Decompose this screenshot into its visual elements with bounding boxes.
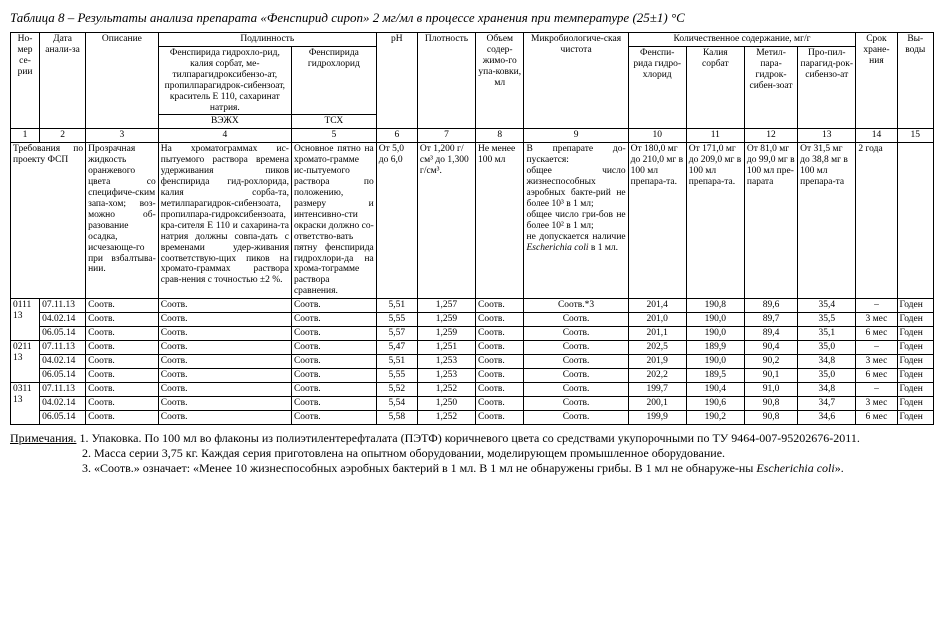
notes-label: Примечания. [10, 431, 76, 445]
col-hplc-desc: Фенспирида гидрохло-рид, калия сорбат, м… [158, 46, 291, 115]
col-conclusion: Вы-воды [897, 33, 933, 129]
col-group-authenticity: Подлинность [158, 33, 376, 47]
col-methyl: Метил-пара-гидрок-сибен-зоат [744, 46, 797, 128]
col-number: 10 [628, 129, 686, 143]
col-number: 6 [376, 129, 417, 143]
data-row: 04.02.14Соотв.Соотв.Соотв.5,541,250Соотв… [11, 396, 934, 410]
col-number: 3 [86, 129, 159, 143]
data-row: 06.05.14Соотв.Соотв.Соотв.5,571,259Соотв… [11, 327, 934, 341]
col-number: 1 [11, 129, 40, 143]
col-propyl: Про-пил-парагид-рок-сибензо-ат [798, 46, 856, 128]
note-1: 1. Упаковка. По 100 мл во флаконы из пол… [79, 431, 859, 445]
data-row: 0111 1307.11.13Соотв.Соотв.Соотв.5,511,2… [11, 299, 934, 313]
col-number: 8 [476, 129, 524, 143]
col-number: 11 [686, 129, 744, 143]
col-hplc: ВЭЖХ [158, 115, 291, 129]
col-number: 2 [40, 129, 86, 143]
note-3: 3. «Соотв.» означает: «Менее 10 жизнеспо… [10, 461, 934, 476]
spec-row: Требования по проекту ФСППрозрачная жидк… [11, 143, 934, 299]
notes: Примечания. 1. Упаковка. По 100 мл во фл… [10, 431, 934, 476]
col-number: 14 [856, 129, 897, 143]
col-number: 15 [897, 129, 933, 143]
col-storage: Срок хране-ния [856, 33, 897, 129]
col-number: 5 [291, 129, 376, 143]
col-number: 9 [524, 129, 628, 143]
col-series-no: Но-мер се-рии [11, 33, 40, 129]
col-microbio: Микробиологиче-ская чистота [524, 33, 628, 129]
data-row: 0311 1307.11.13Соотв.Соотв.Соотв.5,521,2… [11, 382, 934, 396]
col-number: 4 [158, 129, 291, 143]
col-description: Описание [86, 33, 159, 129]
col-fenspiride: Фенспи-рида гидро-хлорид [628, 46, 686, 128]
data-row: 06.05.14Соотв.Соотв.Соотв.5,551,253Соотв… [11, 368, 934, 382]
data-row: 04.02.14Соотв.Соотв.Соотв.5,551,259Соотв… [11, 313, 934, 327]
data-row: 06.05.14Соотв.Соотв.Соотв.5,581,252Соотв… [11, 410, 934, 424]
col-ph: рН [376, 33, 417, 129]
col-number: 7 [417, 129, 475, 143]
col-number: 12 [744, 129, 797, 143]
table-title: Таблица 8 – Результаты анализа препарата… [10, 10, 934, 26]
col-number: 13 [798, 129, 856, 143]
data-row: 04.02.14Соотв.Соотв.Соотв.5,511,253Соотв… [11, 354, 934, 368]
col-sorbate: Калия сорбат [686, 46, 744, 128]
col-tlc: ТСХ [291, 115, 376, 129]
col-density: Плотность [417, 33, 475, 129]
results-table: Но-мер се-рииДата анали-заОписаниеПодлин… [10, 32, 934, 425]
col-group-quant: Количественное содержание, мг/г [628, 33, 856, 47]
col-tlc-desc: Фенспирида гидрохлорид [291, 46, 376, 115]
col-volume: Объем содер-жимо-го упа-ковки, мл [476, 33, 524, 129]
note-2: 2. Масса серии 3,75 кг. Каждая серия при… [10, 446, 934, 461]
col-date: Дата анали-за [40, 33, 86, 129]
data-row: 0211 1307.11.13Соотв.Соотв.Соотв.5,471,2… [11, 340, 934, 354]
